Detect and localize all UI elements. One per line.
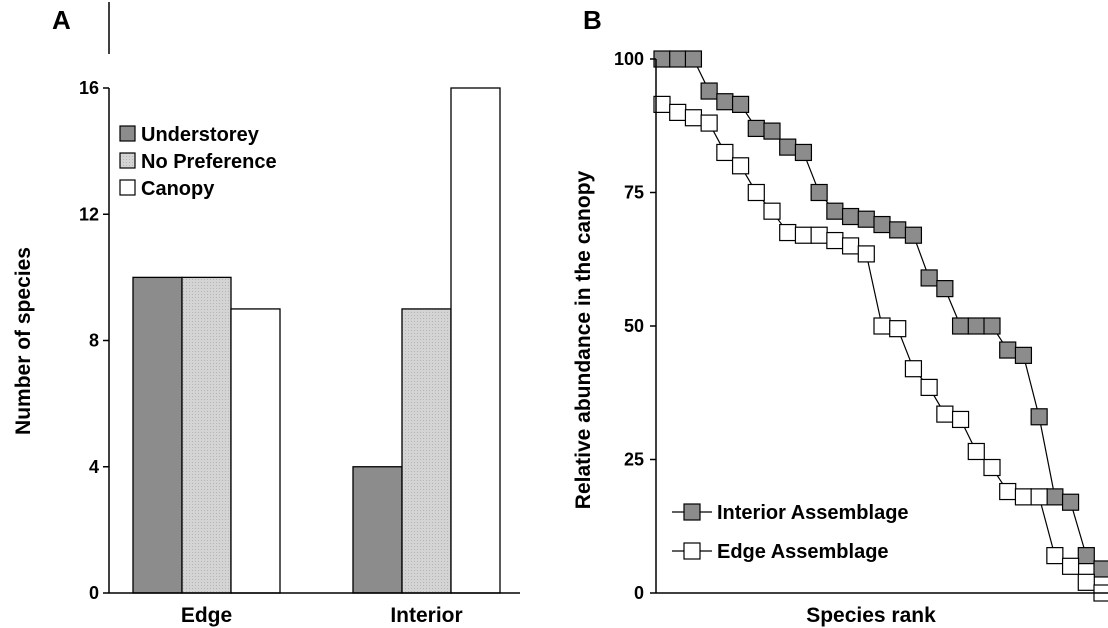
panel-a-bar-chart: A Edge Interior 0 4 8 12 16 Understorey No Pref… <box>12 2 520 627</box>
marker-interior-assemblage-rank-14 <box>857 210 875 228</box>
marker-edge-assemblage-rank-4 <box>700 114 718 132</box>
panel-a-label: A <box>52 5 71 35</box>
bar-edge-canopy <box>230 308 281 594</box>
marker-edge-assemblage-rank-20 <box>951 410 970 429</box>
bar-interior-canopy <box>450 87 501 594</box>
b-y-tick-label-75: 75 <box>624 183 644 203</box>
marker-interior-assemblage-rank-5 <box>716 93 734 111</box>
panel-b-label: B <box>583 5 602 35</box>
marker-interior-assemblage-rank-8 <box>763 122 781 140</box>
marker-edge-assemblage-rank-18 <box>920 378 938 397</box>
legend-swatch-no-preference <box>119 152 136 169</box>
y-tick-label-12: 12 <box>79 204 99 224</box>
marker-interior-assemblage-rank-19 <box>936 280 954 298</box>
marker-interior-assemblage-rank-11 <box>810 183 828 202</box>
marker-interior-assemblage-rank-24 <box>1014 346 1033 364</box>
marker-edge-assemblage-rank-10 <box>794 226 813 244</box>
marker-interior-assemblage-rank-28 <box>1077 547 1095 565</box>
marker-edge-assemblage-rank-22 <box>983 458 1001 477</box>
marker-interior-assemblage-rank-26 <box>1046 488 1064 506</box>
panel-b-y-axis-title: Relative abundance in the canopy <box>572 170 595 509</box>
marker-interior-assemblage-rank-2 <box>669 50 687 68</box>
marker-interior-assemblage-rank-12 <box>826 202 844 220</box>
marker-edge-assemblage-rank-3 <box>684 109 703 127</box>
marker-interior-assemblage-rank-25 <box>1030 408 1048 426</box>
legend-swatch-canopy <box>119 179 136 196</box>
b-y-tick-label-0: 0 <box>634 583 644 603</box>
marker-edge-assemblage-rank-14 <box>857 245 875 263</box>
x-tick-label-edge: Edge <box>181 604 232 627</box>
legend-swatch-understorey <box>119 125 136 142</box>
b-y-tick-label-25: 25 <box>624 450 644 470</box>
panel-b-line-chart: B 0 25 50 75 100 Interior Assemblage Edge Ass… <box>572 5 1108 627</box>
marker-edge-assemblage-rank-21 <box>967 442 985 461</box>
marker-edge-assemblage-rank-27 <box>1061 557 1080 575</box>
panel-b-x-axis-title: Species rank <box>806 604 936 627</box>
marker-interior-assemblage-rank-23 <box>999 341 1017 359</box>
marker-edge-assemblage-rank-16 <box>889 320 907 338</box>
marker-interior-assemblage-rank-10 <box>794 143 813 162</box>
marker-edge-assemblage-rank-11 <box>810 226 828 244</box>
marker-interior-assemblage-rank-3 <box>684 50 703 68</box>
marker-interior-assemblage-rank-7 <box>747 119 765 138</box>
marker-edge-assemblage-rank-23 <box>999 482 1017 501</box>
x-tick-label-interior: Interior <box>390 604 462 627</box>
marker-edge-assemblage-rank-28 <box>1077 573 1095 591</box>
marker-interior-assemblage-rank-20 <box>951 317 970 335</box>
marker-interior-assemblage-rank-9 <box>779 138 797 156</box>
marker-edge-assemblage-rank-7 <box>747 183 765 202</box>
marker-interior-assemblage-rank-13 <box>841 207 860 226</box>
marker-interior-assemblage-rank-18 <box>920 269 938 287</box>
panel-a-y-axis-title: Number of species <box>12 247 35 435</box>
bar-interior-no-preference <box>401 308 452 594</box>
bar-edge-no-preference <box>181 276 232 594</box>
legend-label-canopy: Canopy <box>141 178 215 200</box>
marker-edge-assemblage-rank-17 <box>904 360 923 378</box>
marker-interior-assemblage-rank-29 <box>1093 560 1108 578</box>
marker-edge-assemblage-rank-24 <box>1014 488 1033 506</box>
legend-label-interior-assemblage: Interior Assemblage <box>717 502 909 524</box>
marker-edge-assemblage-rank-25 <box>1030 488 1048 506</box>
marker-interior-assemblage-rank-15 <box>873 215 891 234</box>
bar-interior-understorey <box>352 466 403 594</box>
legend-marker-interior-assemblage <box>683 503 701 521</box>
marker-interior-assemblage-rank-27 <box>1061 493 1080 511</box>
marker-edge-assemblage-rank-9 <box>779 223 797 242</box>
y-tick-label-4: 4 <box>89 457 99 477</box>
legend-label-understorey: Understorey <box>141 124 260 146</box>
marker-edge-assemblage-rank-5 <box>716 143 734 162</box>
marker-interior-assemblage-rank-6 <box>731 95 750 113</box>
marker-interior-assemblage-rank-16 <box>889 221 907 239</box>
bar-edge-understorey <box>132 276 183 594</box>
marker-edge-assemblage-rank-19 <box>936 405 954 423</box>
marker-edge-assemblage-rank-6 <box>731 157 750 175</box>
legend-label-no-preference: No Preference <box>141 151 277 173</box>
marker-interior-assemblage-rank-22 <box>983 317 1001 335</box>
b-y-tick-label-100: 100 <box>614 49 644 69</box>
marker-edge-assemblage-rank-12 <box>826 231 844 250</box>
marker-edge-assemblage-rank-2 <box>669 103 687 122</box>
y-tick-label-16: 16 <box>79 78 99 98</box>
marker-edge-assemblage-rank-13 <box>841 237 860 255</box>
marker-interior-assemblage-rank-4 <box>700 82 718 100</box>
y-tick-label-8: 8 <box>89 331 99 351</box>
marker-interior-assemblage-rank-21 <box>967 317 985 335</box>
marker-edge-assemblage-rank-8 <box>763 202 781 220</box>
b-y-tick-label-50: 50 <box>624 316 644 336</box>
y-tick-label-0: 0 <box>89 583 99 603</box>
marker-interior-assemblage-rank-17 <box>904 226 923 244</box>
marker-edge-assemblage-rank-26 <box>1046 547 1064 565</box>
marker-edge-assemblage-rank-15 <box>873 317 891 335</box>
legend-label-edge-assemblage: Edge Assemblage <box>717 541 889 563</box>
legend-marker-edge-assemblage <box>683 542 701 560</box>
